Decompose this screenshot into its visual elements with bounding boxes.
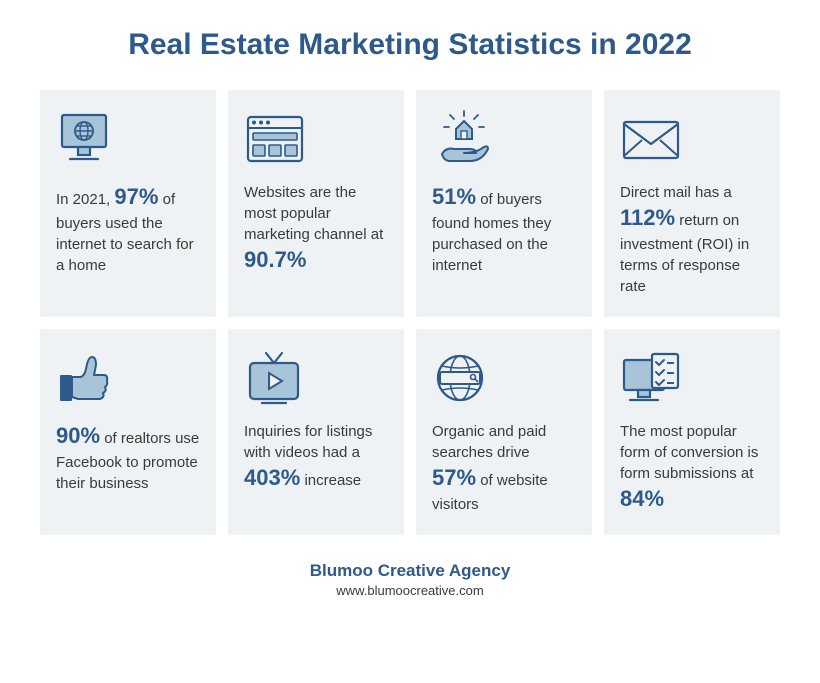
hand-house-icon	[432, 108, 576, 170]
stat-card: Organic and paid searches drive 57% of w…	[416, 329, 592, 535]
stat-card: The most popular form of conversion is f…	[604, 329, 780, 535]
footer: Blumoo Creative Agency www.blumoocreativ…	[40, 561, 780, 598]
stat-text: Inquiries for listings with videos had a…	[244, 421, 388, 494]
stat-text: Websites are the most popular marketing …	[244, 182, 388, 276]
stat-card: Websites are the most popular marketing …	[228, 90, 404, 317]
stat-card: Direct mail has a 112% return on investm…	[604, 90, 780, 317]
thumbs-up-icon	[56, 347, 200, 409]
stat-card: 51% of buyers found homes they purchased…	[416, 90, 592, 317]
monitor-checklist-icon	[620, 347, 764, 409]
browser-grid-icon	[244, 108, 388, 170]
footer-brand: Blumoo Creative Agency	[40, 561, 780, 581]
stat-card: In 2021, 97% of buyers used the internet…	[40, 90, 216, 317]
stat-text: Direct mail has a 112% return on investm…	[620, 182, 764, 297]
monitor-globe-icon	[56, 108, 200, 170]
stat-text: 90% of realtors use Facebook to promote …	[56, 421, 200, 494]
stat-text: In 2021, 97% of buyers used the internet…	[56, 182, 200, 276]
page-title: Real Estate Marketing Statistics in 2022	[40, 28, 780, 62]
stat-card: 90% of realtors use Facebook to promote …	[40, 329, 216, 535]
tv-play-icon	[244, 347, 388, 409]
stat-grid: In 2021, 97% of buyers used the internet…	[40, 90, 780, 535]
globe-search-icon	[432, 347, 576, 409]
stat-text: The most popular form of conversion is f…	[620, 421, 764, 515]
envelope-icon	[620, 108, 764, 170]
stat-card: Inquiries for listings with videos had a…	[228, 329, 404, 535]
stat-text: Organic and paid searches drive 57% of w…	[432, 421, 576, 515]
footer-url: www.blumoocreative.com	[40, 583, 780, 598]
stat-text: 51% of buyers found homes they purchased…	[432, 182, 576, 276]
